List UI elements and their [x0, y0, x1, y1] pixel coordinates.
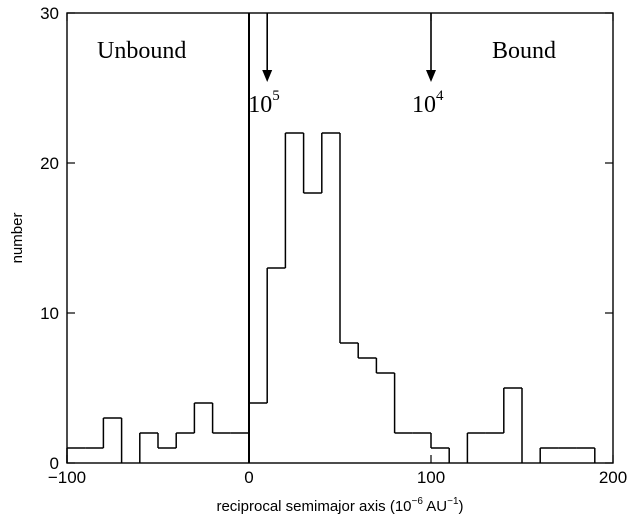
- region-label-bound: Bound: [492, 38, 556, 64]
- x-tick-label: −100: [48, 468, 86, 487]
- x-axis-label-part: AU: [423, 498, 447, 515]
- x-axis-label-part: reciprocal semimajor axis (10: [216, 498, 411, 515]
- x-tick-label: 100: [417, 468, 445, 487]
- x-axis-label-part: −1: [447, 496, 459, 507]
- region-label-unbound: Unbound: [97, 38, 186, 64]
- x-axis-label-part: ): [459, 498, 464, 515]
- annotation-label-base: 10: [248, 92, 272, 118]
- y-tick-label: 20: [40, 154, 59, 173]
- annotation-arrow-head: [426, 70, 436, 82]
- x-axis-label: reciprocal semimajor axis (10−6 AU−1): [216, 496, 463, 515]
- annotation-label-exponent: 4: [436, 88, 444, 104]
- x-axis-label-part: −6: [412, 496, 424, 507]
- y-tick-label: 0: [50, 454, 59, 473]
- x-tick-label: 200: [599, 468, 627, 487]
- x-tick-label: 0: [244, 468, 253, 487]
- y-axis-label: number: [9, 213, 26, 264]
- annotation-label-base: 10: [412, 92, 436, 118]
- y-tick-label: 10: [40, 304, 59, 323]
- plot-frame: [66, 12, 614, 464]
- annotation-arrow-head: [262, 70, 273, 82]
- annotation-label-exponent: 5: [272, 88, 280, 104]
- y-tick-label: 30: [40, 4, 59, 23]
